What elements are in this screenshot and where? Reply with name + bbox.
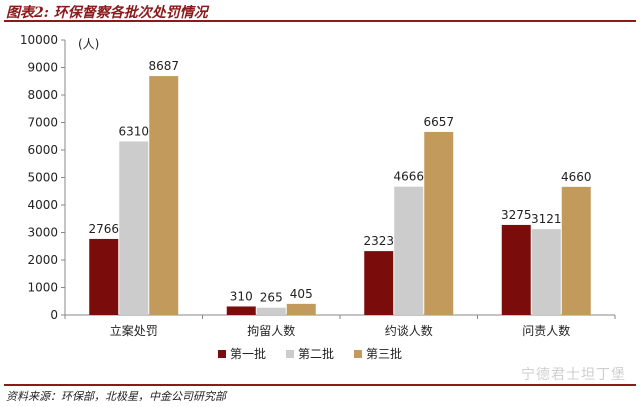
x-category-label: 问责人数 xyxy=(522,323,570,338)
watermark: 宁德君士坦丁堡 xyxy=(521,367,626,383)
bar-value-label: 310 xyxy=(230,289,253,303)
legend-swatch xyxy=(286,350,294,358)
bar-value-label: 4660 xyxy=(561,170,592,184)
bar xyxy=(394,186,424,315)
y-tick-label: 5000 xyxy=(27,171,58,185)
legend-swatch xyxy=(354,350,362,358)
legend-label: 第一批 xyxy=(230,346,266,361)
x-category-label: 立案处罚 xyxy=(110,323,158,338)
bar-value-label: 2323 xyxy=(363,234,394,248)
y-unit-label: (人) xyxy=(78,37,99,51)
bar xyxy=(89,238,119,315)
bar xyxy=(226,306,256,315)
bar-value-label: 2766 xyxy=(88,222,119,236)
y-tick-label: 3000 xyxy=(27,226,58,240)
bar xyxy=(256,307,286,315)
bar-value-label: 405 xyxy=(290,287,313,301)
y-tick-label: 0 xyxy=(50,308,58,322)
y-tick-label: 1000 xyxy=(27,281,58,295)
bar xyxy=(531,229,561,315)
bar xyxy=(286,303,316,315)
bar-chart: 0 1000 2000 3000 4000 5000 6000 7000 8000 9000 100… xyxy=(20,33,616,361)
bar xyxy=(149,76,179,315)
y-tick-label: 8000 xyxy=(27,88,58,102)
x-category-label: 约谈人数 xyxy=(385,323,433,338)
source-rule xyxy=(4,384,636,386)
legend-label: 第二批 xyxy=(298,346,334,361)
bar xyxy=(119,141,149,315)
source-note: 资料来源：环保部，北极星，中金公司研究部 xyxy=(6,390,226,403)
legend-label: 第三批 xyxy=(366,346,402,361)
y-tick-label: 2000 xyxy=(27,253,58,267)
y-tick-label: 6000 xyxy=(27,143,58,157)
bar xyxy=(424,131,454,315)
bar-value-label: 3121 xyxy=(531,212,562,226)
bar-value-label: 3275 xyxy=(501,208,532,222)
bar xyxy=(364,251,394,315)
y-tick-label: 10000 xyxy=(20,33,58,47)
bar-value-label: 8687 xyxy=(148,59,179,73)
bar xyxy=(501,224,531,315)
bar-value-label: 6310 xyxy=(118,124,149,138)
y-tick-label: 9000 xyxy=(27,61,58,75)
title-rule xyxy=(4,20,636,22)
bar-value-label: 4666 xyxy=(393,170,424,184)
bar-value-label: 265 xyxy=(260,291,283,305)
bar-value-label: 6657 xyxy=(423,115,454,129)
legend-swatch xyxy=(218,350,226,358)
bar xyxy=(561,186,591,315)
y-tick-label: 4000 xyxy=(27,198,58,212)
figure-title: 图表2: 环保督察各批次处罚情况 xyxy=(6,5,208,21)
x-category-label: 拘留人数 xyxy=(247,323,295,338)
y-tick-label: 7000 xyxy=(27,116,58,130)
